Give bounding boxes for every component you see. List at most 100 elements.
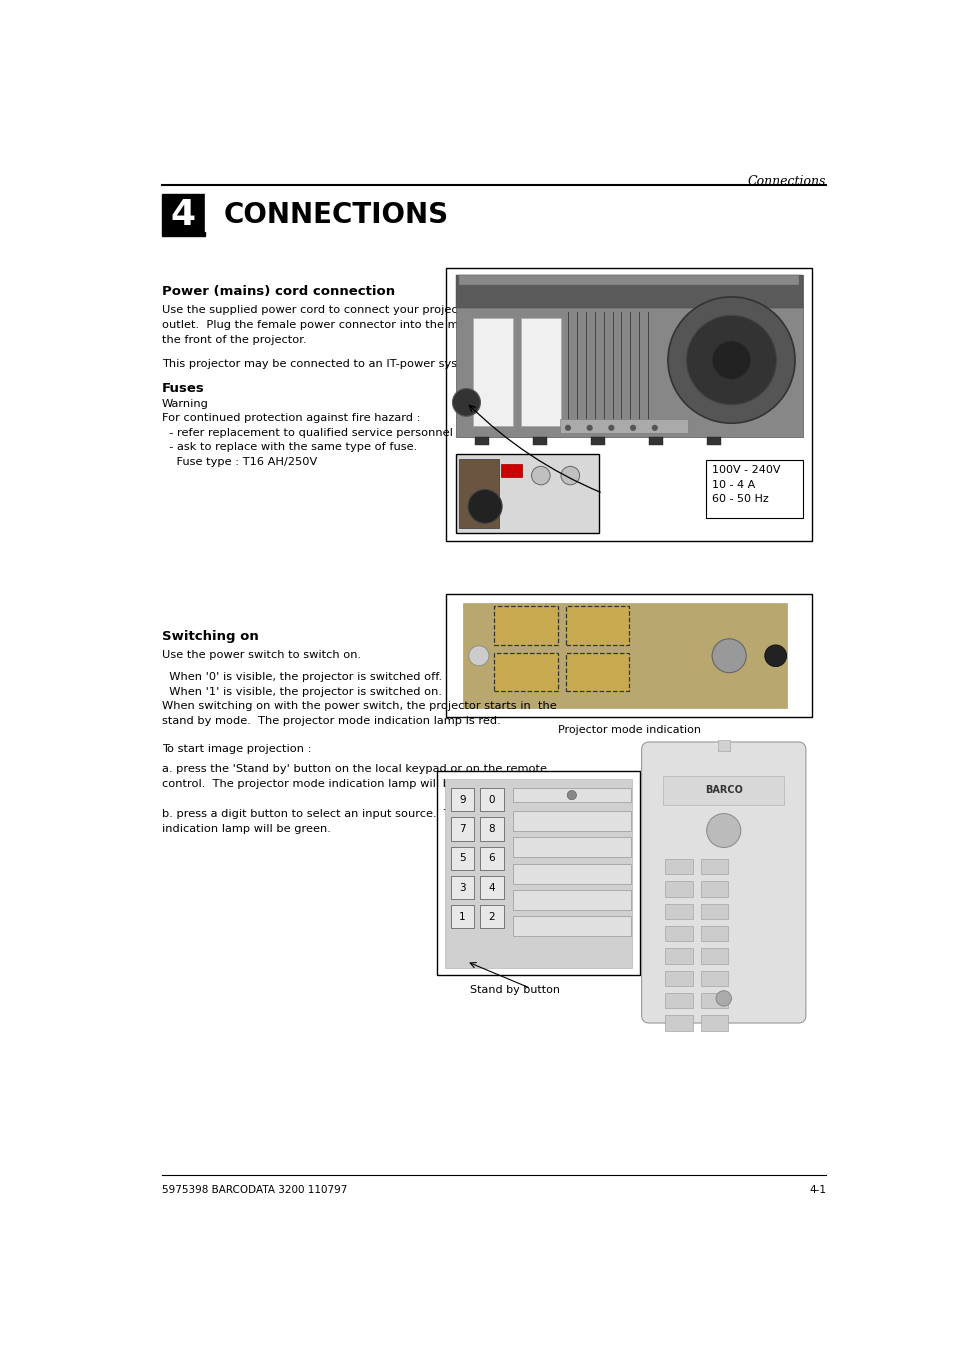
Circle shape	[531, 467, 550, 484]
Bar	[500, 464, 521, 477]
Bar	[700, 948, 728, 964]
Bar	[591, 437, 604, 445]
Circle shape	[629, 425, 636, 430]
Circle shape	[452, 389, 480, 416]
Text: b. press a digit button to select an input source.  The projector mode: b. press a digit button to select an inp…	[162, 808, 556, 819]
Text: outlet.  Plug the female power connector into the male connector at: outlet. Plug the female power connector …	[162, 320, 551, 330]
Text: the front of the projector.: the front of the projector.	[162, 335, 306, 344]
Text: When '1' is visible, the projector is switched on.: When '1' is visible, the projector is sw…	[162, 686, 441, 697]
Text: Power (mains) cord connection: Power (mains) cord connection	[162, 285, 395, 297]
Text: - ask to replace with the same type of fuse.: - ask to replace with the same type of f…	[162, 443, 416, 452]
Circle shape	[764, 646, 785, 667]
Bar	[664, 904, 692, 919]
Bar	[456, 276, 802, 308]
Bar	[664, 859, 692, 874]
Circle shape	[706, 814, 740, 847]
Text: - refer replacement to qualified service personnel: - refer replacement to qualified service…	[162, 428, 453, 438]
Bar	[664, 925, 692, 941]
Bar	[664, 1015, 692, 1030]
Bar	[700, 859, 728, 874]
Bar	[480, 847, 503, 870]
Bar	[700, 971, 728, 986]
Bar	[513, 838, 630, 858]
Bar	[565, 607, 629, 646]
Bar	[664, 948, 692, 964]
Bar	[459, 276, 798, 285]
Bar	[662, 776, 783, 806]
Bar	[494, 652, 558, 691]
Text: 4-1: 4-1	[808, 1185, 825, 1194]
Bar	[700, 881, 728, 897]
Text: 2: 2	[488, 912, 495, 921]
Text: 5975398 BARCODATA 3200 110797: 5975398 BARCODATA 3200 110797	[162, 1185, 347, 1194]
Text: CONNECTIONS: CONNECTIONS	[224, 200, 449, 229]
Text: 4: 4	[488, 882, 495, 893]
Text: 5: 5	[458, 853, 465, 863]
Bar	[463, 604, 785, 707]
Bar	[700, 925, 728, 941]
Text: This projector may be connected to an IT-power system.: This projector may be connected to an IT…	[162, 359, 482, 369]
Circle shape	[468, 490, 501, 523]
Text: Connections: Connections	[747, 175, 825, 188]
Text: Warning: Warning	[162, 398, 209, 409]
Bar	[451, 818, 474, 841]
Bar	[565, 652, 629, 691]
Text: Fuse type : T16 AH/250V: Fuse type : T16 AH/250V	[162, 457, 316, 467]
Bar	[700, 904, 728, 919]
Text: 1: 1	[458, 912, 465, 921]
Circle shape	[564, 425, 571, 430]
Bar	[451, 847, 474, 870]
Bar	[649, 437, 662, 445]
Text: Projector mode indication: Projector mode indication	[558, 725, 700, 734]
Bar	[717, 740, 729, 752]
Text: 4: 4	[171, 198, 195, 231]
Text: Fuses: Fuses	[162, 382, 204, 394]
Circle shape	[651, 425, 658, 430]
Text: a. press the 'Stand by' button on the local keypad or on the remote: a. press the 'Stand by' button on the lo…	[162, 764, 546, 775]
Text: BARCO: BARCO	[704, 784, 741, 795]
Bar	[451, 905, 474, 928]
Bar	[513, 890, 630, 909]
FancyBboxPatch shape	[641, 742, 805, 1024]
Bar	[559, 420, 687, 433]
Bar	[533, 437, 546, 445]
Text: When switching on with the power switch, the projector starts in  the: When switching on with the power switch,…	[162, 701, 556, 712]
Text: To start image projection :: To start image projection :	[162, 744, 311, 755]
Bar	[162, 194, 204, 237]
Bar	[664, 993, 692, 1009]
Text: 7: 7	[458, 824, 465, 834]
Text: control.  The projector mode indication lamp will be green.: control. The projector mode indication l…	[162, 779, 497, 790]
Bar	[513, 788, 630, 802]
Circle shape	[716, 991, 731, 1006]
Bar	[520, 317, 560, 425]
Text: When '0' is visible, the projector is switched off.: When '0' is visible, the projector is sw…	[162, 672, 441, 682]
Circle shape	[608, 425, 614, 430]
Circle shape	[667, 297, 794, 424]
Bar	[444, 779, 632, 967]
Text: For continued protection against fire hazard :: For continued protection against fire ha…	[162, 413, 420, 424]
Bar	[480, 905, 503, 928]
Text: 8: 8	[488, 824, 495, 834]
Circle shape	[686, 315, 776, 405]
Text: stand by mode.  The projector mode indication lamp is red.: stand by mode. The projector mode indica…	[162, 716, 500, 726]
Text: 3: 3	[458, 882, 465, 893]
Circle shape	[711, 639, 745, 672]
Text: Stand by button: Stand by button	[470, 985, 559, 994]
Bar	[513, 863, 630, 884]
Circle shape	[468, 646, 488, 666]
Bar	[480, 788, 503, 811]
Bar	[707, 437, 720, 445]
Bar	[700, 993, 728, 1009]
Bar	[705, 460, 802, 518]
Bar	[700, 1015, 728, 1030]
Bar	[446, 268, 811, 541]
Bar	[475, 437, 488, 445]
Circle shape	[586, 425, 592, 430]
Bar	[204, 194, 210, 231]
Text: Switching on: Switching on	[162, 629, 258, 643]
Bar	[446, 594, 811, 717]
Bar	[513, 916, 630, 936]
Text: 6: 6	[488, 853, 495, 863]
Text: 100V - 240V
10 - 4 A
60 - 50 Hz: 100V - 240V 10 - 4 A 60 - 50 Hz	[711, 465, 780, 504]
Bar	[472, 317, 513, 425]
